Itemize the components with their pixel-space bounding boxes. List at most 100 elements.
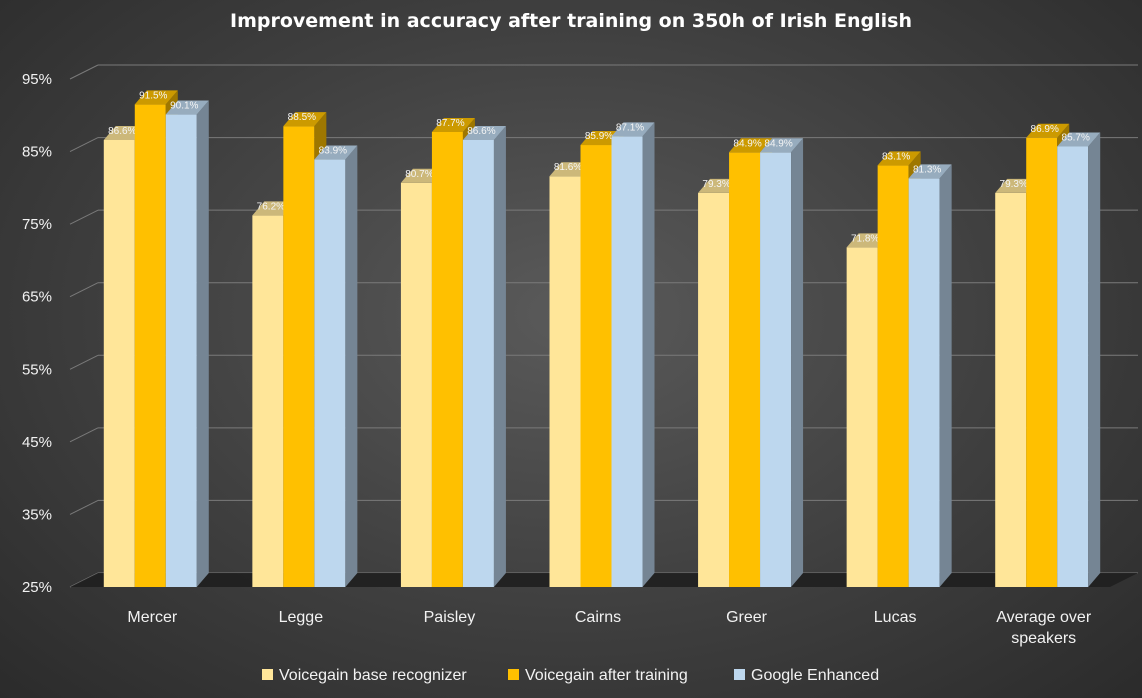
bar-side <box>939 164 952 587</box>
bars: 86.6% 91.5%90.1% 76.2% 88.5% 83.9% 80.7% 87.7%… <box>103 90 1101 588</box>
x-category-label: Average over speakers <box>996 609 1092 647</box>
data-label: 87.7% <box>436 118 464 129</box>
y-axis: 25% 35% 45% 55% 65% 75% 85% 95% <box>22 71 52 596</box>
legend-label: Voicegain base recognizer <box>279 667 467 684</box>
x-category-label: Paisley <box>424 609 476 626</box>
gridline-diagonal <box>69 499 99 515</box>
y-tick-label: 45% <box>22 434 52 451</box>
bar-side <box>791 138 804 587</box>
x-category-label: Cairns <box>575 609 621 626</box>
y-tick-label: 85% <box>22 144 52 161</box>
bar <box>252 215 284 588</box>
data-label: 81.3% <box>913 164 941 175</box>
x-category-label: Mercer <box>127 609 177 626</box>
gridline-diagonal <box>69 64 99 80</box>
y-tick-label: 65% <box>22 289 52 306</box>
bar <box>760 152 792 587</box>
data-label: 88.5% <box>288 112 316 123</box>
bar-group: 85.7% <box>1057 132 1101 587</box>
bar <box>698 192 730 588</box>
data-label: 85.7% <box>1062 132 1090 143</box>
bar <box>877 165 909 588</box>
bar-top <box>283 112 327 127</box>
bar-top <box>134 90 178 105</box>
legend-item: Voicegain base recognizer <box>262 667 467 684</box>
data-label: 76.2% <box>257 201 285 212</box>
gridline-diagonal <box>69 282 99 298</box>
bar <box>611 136 643 587</box>
x-category-label: Greer <box>726 609 768 626</box>
bar-top <box>1057 132 1101 147</box>
bar-side <box>642 122 655 588</box>
bar-top <box>165 100 209 115</box>
x-category-label: Legge <box>279 609 324 626</box>
bar-side <box>1088 132 1101 587</box>
y-tick-label: 35% <box>22 506 52 523</box>
legend-item: Voicegain after training <box>508 667 688 684</box>
data-label: 84.9% <box>733 138 761 149</box>
gridline-diagonal <box>69 209 99 225</box>
bar-top <box>877 151 921 166</box>
data-label: 83.9% <box>319 146 347 157</box>
x-axis: Mercer Legge Paisley Cairns Greer Lucas Averag… <box>127 609 1091 647</box>
gridline-diagonal <box>69 427 99 443</box>
bar-group: 84.9% <box>760 138 804 587</box>
bar <box>400 182 432 587</box>
legend-item: Google Enhanced <box>734 667 879 684</box>
data-label: 80.7% <box>405 169 433 180</box>
data-label: 71.8% <box>851 233 879 244</box>
bar-group: 87.1% <box>611 122 655 588</box>
y-tick-label: 55% <box>22 361 52 378</box>
data-label: 83.1% <box>882 151 910 162</box>
data-label: 81.6% <box>554 162 582 173</box>
bar <box>431 131 463 587</box>
x-category-label: Lucas <box>874 609 917 626</box>
legend-label: Voicegain after training <box>525 667 688 684</box>
bar <box>549 176 581 587</box>
bar-group: 90.1% <box>165 100 209 587</box>
legend: Voicegain base recognizer Voicegain after… <box>262 667 879 684</box>
bar-group: 81.3% <box>908 164 952 587</box>
data-label: 86.9% <box>1031 124 1059 135</box>
bar-side <box>196 100 209 587</box>
data-label: 86.6% <box>467 126 495 137</box>
chart-title: Improvement in accuracy after training o… <box>230 10 912 32</box>
data-label: 79.3% <box>1000 179 1028 190</box>
bar <box>134 104 166 588</box>
bar <box>1026 137 1058 588</box>
bar-side <box>493 125 506 588</box>
data-label: 79.3% <box>702 179 730 190</box>
bar <box>846 247 878 587</box>
bar <box>729 152 761 587</box>
bar-top <box>611 122 655 137</box>
legend-swatch <box>734 669 745 680</box>
bar <box>1057 146 1089 587</box>
bar-top <box>431 117 475 132</box>
data-label: 90.1% <box>170 101 198 112</box>
legend-swatch <box>508 669 519 680</box>
legend-label: Google Enhanced <box>751 667 879 684</box>
gridline-diagonal <box>69 354 99 370</box>
bar <box>314 159 346 587</box>
data-label: 86.6% <box>108 126 136 137</box>
bar <box>283 126 315 588</box>
bar-top <box>1026 123 1070 138</box>
data-label: 87.1% <box>616 122 644 133</box>
bar <box>908 178 940 587</box>
data-label: 84.9% <box>764 138 792 149</box>
bar <box>462 139 494 587</box>
bar-side <box>345 145 358 587</box>
bar <box>995 192 1027 588</box>
legend-swatch <box>262 669 273 680</box>
y-tick-label: 25% <box>22 579 52 596</box>
data-label: 91.5% <box>139 90 167 101</box>
bar-top <box>462 125 506 140</box>
bar-top <box>729 138 773 153</box>
bar <box>103 139 135 587</box>
data-label: 85.9% <box>585 131 613 142</box>
bar-top <box>760 138 804 153</box>
bar-group: 86.6% <box>462 125 506 588</box>
y-tick-label: 95% <box>22 71 52 88</box>
bar <box>165 114 197 587</box>
